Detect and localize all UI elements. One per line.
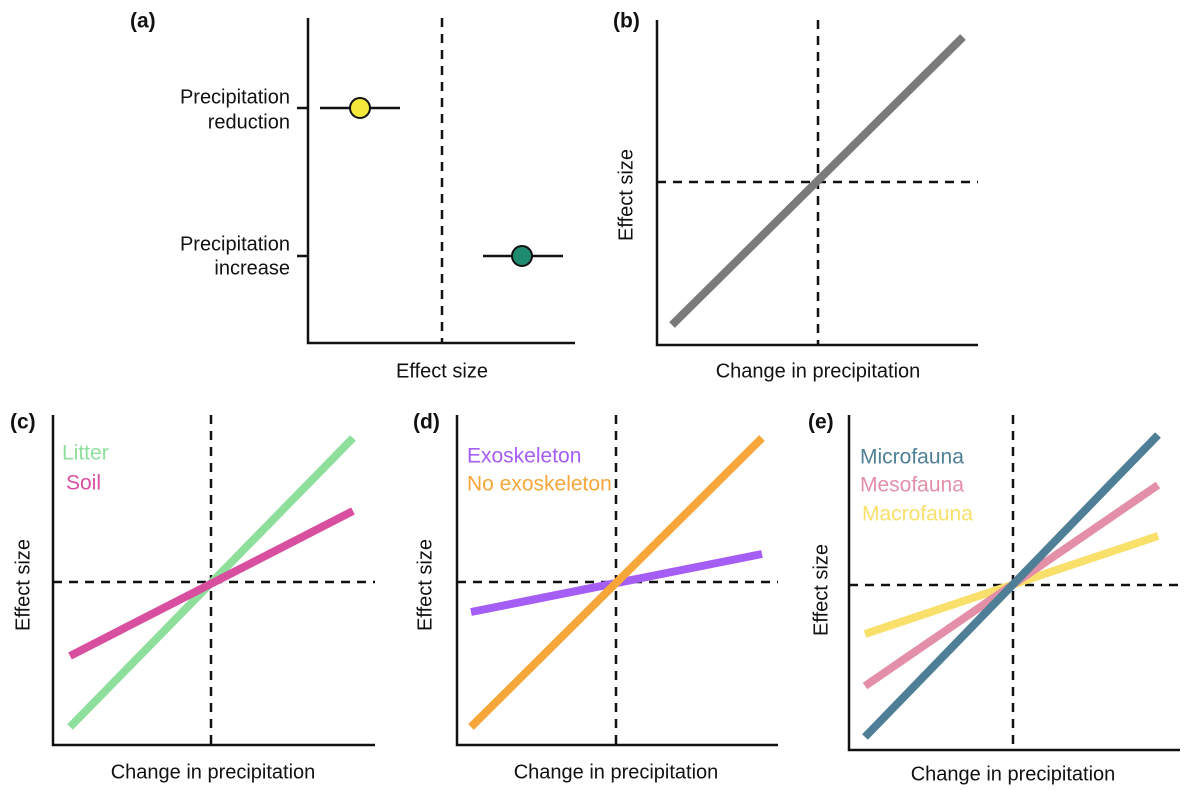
x-label: Effect size <box>396 360 488 382</box>
panel-letter: (b) <box>613 10 640 33</box>
trend-line <box>669 34 966 328</box>
legend-label: Litter <box>62 442 109 465</box>
legend-label: No exoskeleton <box>467 473 612 496</box>
legend-label: Soil <box>66 472 101 495</box>
point <box>349 97 371 119</box>
trend-line <box>468 435 765 730</box>
row-label: Precipitation <box>180 233 290 255</box>
y-label: Effect size <box>414 539 436 631</box>
trend-line <box>68 507 355 660</box>
y-label: Effect size <box>810 544 832 636</box>
panel-c: (c) Litter Soil Effect size Change in pr… <box>10 411 375 783</box>
axes <box>455 415 778 747</box>
panel-e: (e) Microfauna Mesofauna Macrofauna Effe… <box>808 411 1180 785</box>
x-label: Change in precipitation <box>716 360 921 382</box>
legend-label: Mesofauna <box>860 474 964 497</box>
point <box>511 245 533 267</box>
legend-label: Macrofauna <box>862 503 973 526</box>
legend-label: Exoskeleton <box>467 445 581 468</box>
axes <box>306 18 575 345</box>
x-label: Change in precipitation <box>911 763 1116 785</box>
panel-b: (b) Effect size Change in precipitation <box>613 10 978 382</box>
panel-a: (a) Precipitation reduction Precipitatio… <box>130 10 575 382</box>
x-label: Change in precipitation <box>514 761 719 783</box>
row-label: increase <box>214 257 290 279</box>
x-label: Change in precipitation <box>111 761 316 783</box>
panel-letter: (e) <box>808 411 834 434</box>
panel-d: (d) Exoskeleton No exoskeleton Effect si… <box>413 411 778 783</box>
y-label: Effect size <box>12 539 34 631</box>
row-label: Precipitation <box>180 86 290 108</box>
y-label: Effect size <box>615 149 637 241</box>
panel-letter: (a) <box>130 10 156 33</box>
axes <box>51 415 375 747</box>
panel-letter: (c) <box>10 411 36 434</box>
axes <box>655 20 978 347</box>
trend-line <box>862 432 1161 740</box>
legend-label: Microfauna <box>860 446 964 469</box>
axes <box>847 415 1180 752</box>
panel-letter: (d) <box>413 411 440 434</box>
row-label: reduction <box>208 111 290 133</box>
